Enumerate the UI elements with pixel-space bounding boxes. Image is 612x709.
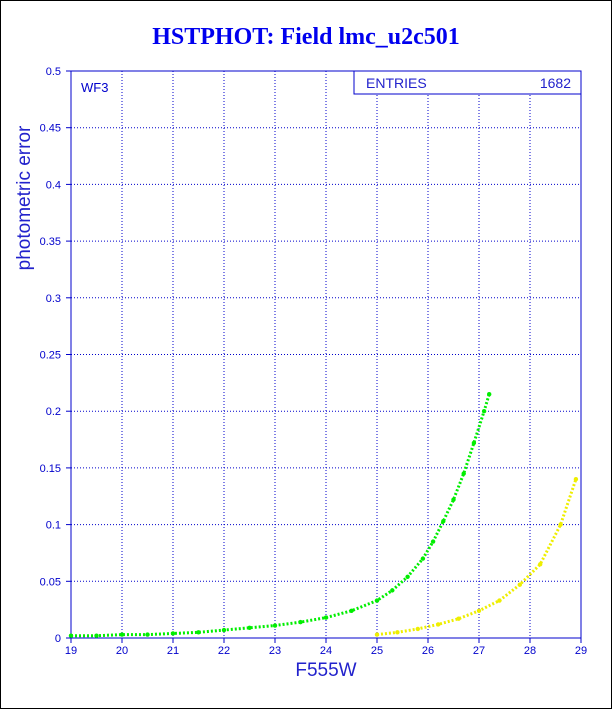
- data-point: [395, 630, 400, 635]
- x-tick-label: 20: [116, 645, 128, 657]
- data-point: [405, 574, 410, 579]
- x-tick-label: 25: [371, 645, 383, 657]
- data-point: [573, 477, 579, 482]
- data-point: [119, 632, 125, 637]
- data-point: [170, 631, 176, 636]
- axis-ticks: 19 20 21 22 23 24 25 26 27 28 29 0 0.05 0.1 0.15 0.2 0.2…: [40, 66, 588, 657]
- data-point: [471, 440, 477, 446]
- data-point: [481, 409, 487, 414]
- panel-label: WF3: [81, 80, 108, 95]
- y-tick-label: 0.25: [40, 350, 61, 362]
- y-tick-label: 0.45: [40, 123, 61, 135]
- data-point: [558, 522, 563, 527]
- data-point: [420, 556, 426, 561]
- data-point: [430, 539, 436, 544]
- data-point: [390, 588, 395, 593]
- y-tick-label: 0.1: [46, 520, 61, 532]
- data-point: [221, 627, 227, 633]
- x-tick-label: 29: [575, 645, 587, 657]
- data-point: [145, 632, 150, 637]
- data-point: [349, 608, 354, 613]
- data-point: [374, 598, 380, 603]
- x-tick-label: 27: [473, 645, 485, 657]
- x-tick-label: 28: [524, 645, 536, 657]
- data-point: [461, 471, 466, 476]
- data-point: [272, 623, 278, 628]
- data-point: [94, 633, 99, 638]
- data-point: [196, 630, 201, 635]
- y-axis-label: photometric error: [14, 125, 35, 270]
- stats-box: [353, 70, 582, 95]
- data-point: [538, 562, 543, 567]
- data-point: [487, 391, 492, 397]
- data-point: [323, 615, 329, 620]
- x-tick-label: 23: [269, 645, 281, 657]
- data-point: [247, 625, 252, 630]
- data-point: [476, 608, 482, 613]
- data-point: [374, 632, 380, 637]
- data-point: [517, 582, 522, 587]
- x-tick-label: 22: [218, 645, 230, 657]
- x-tick-label: 24: [320, 645, 332, 657]
- data-points: [68, 391, 579, 638]
- data-point: [451, 497, 456, 502]
- series-trace: [71, 393, 491, 638]
- x-axis-label: F555W: [295, 660, 356, 681]
- series-1: [374, 477, 579, 637]
- x-tick-label: 19: [65, 645, 77, 657]
- y-tick-label: 0.5: [46, 66, 61, 78]
- y-tick-label: 0: [55, 633, 61, 645]
- y-tick-label: 0.15: [40, 463, 61, 475]
- y-tick-label: 0.4: [46, 179, 61, 191]
- y-tick-label: 0.2: [46, 406, 61, 418]
- data-point: [298, 619, 303, 625]
- grid: [70, 70, 582, 639]
- y-tick-label: 0.35: [40, 236, 61, 248]
- stats-entries-label: ENTRIES: [366, 75, 427, 91]
- data-point: [415, 626, 420, 632]
- data-point: [456, 616, 461, 621]
- data-point: [497, 598, 502, 603]
- data-point: [436, 622, 441, 627]
- series-trace: [376, 478, 578, 637]
- y-tick-label: 0.3: [46, 293, 61, 305]
- x-tick-label: 26: [422, 645, 434, 657]
- data-point: [68, 633, 74, 638]
- x-tick-label: 21: [167, 645, 179, 657]
- data-point: [441, 518, 446, 524]
- y-tick-label: 0.05: [40, 576, 61, 588]
- chart-title: HSTPHOT: Field lmc_u2c501: [152, 24, 460, 50]
- stats-entries-value: 1682: [540, 75, 571, 91]
- series-0: [68, 391, 492, 638]
